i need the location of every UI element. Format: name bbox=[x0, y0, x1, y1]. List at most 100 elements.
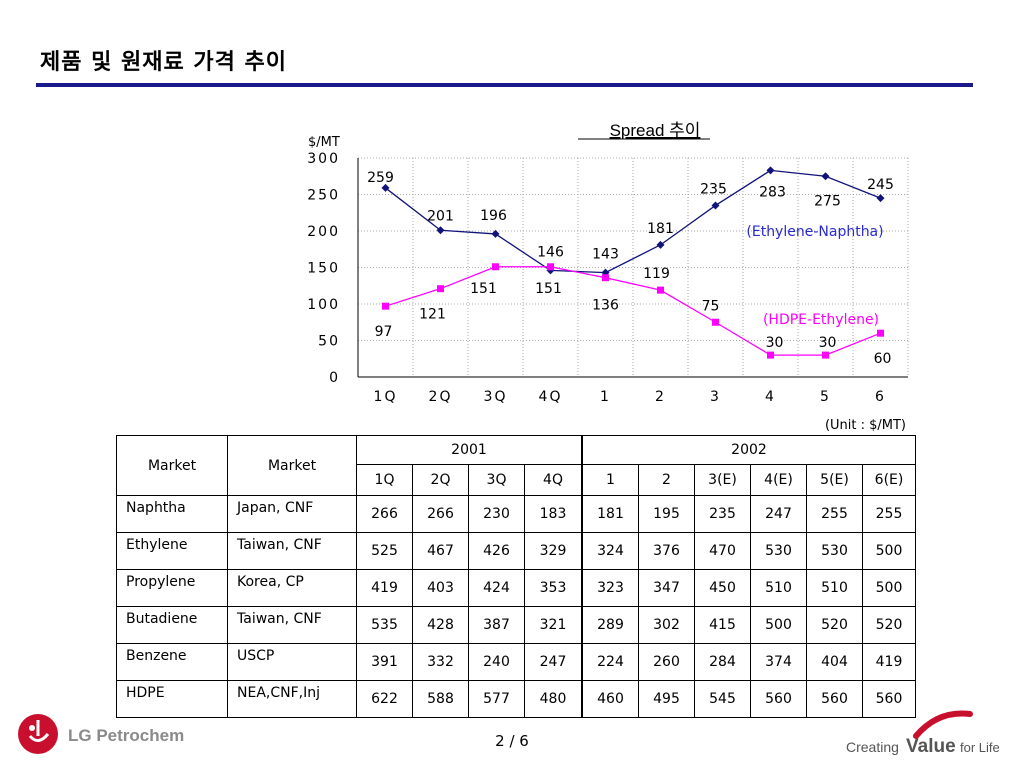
page-number: 2 / 6 bbox=[495, 732, 529, 750]
value-cell: 460 bbox=[581, 680, 639, 718]
value-cell: 255 bbox=[806, 495, 863, 533]
data-point-marker bbox=[876, 194, 885, 203]
product-cell: Ethylene bbox=[116, 532, 228, 570]
value-cell: 560 bbox=[862, 680, 916, 718]
chart-title: Spread 추이 bbox=[610, 121, 701, 140]
value-cell: 240 bbox=[468, 643, 525, 681]
market-cell: Japan, CNF bbox=[227, 495, 357, 533]
spread-chart: Spread 추이 $/MT 0 50 100 150 200 250 300 1Q 2Q 3Q 4Q 1… bbox=[307, 121, 909, 433]
value-cell: 500 bbox=[862, 532, 916, 570]
table-row: Propylene Korea, CP 419 403 424 353 323 347 450 5… bbox=[116, 569, 916, 607]
y-tick-label: 300 bbox=[307, 151, 340, 167]
x-tick-label: 1Q bbox=[374, 389, 398, 405]
header-market-1: Market bbox=[116, 435, 228, 496]
table-row: Ethylene Taiwan, CNF 525 467 426 329 324 376 470… bbox=[116, 532, 916, 570]
market-cell: NEA,CNF,Inj bbox=[227, 680, 357, 718]
value-cell: 500 bbox=[750, 606, 807, 644]
data-label: 30 bbox=[819, 335, 837, 351]
data-label: 196 bbox=[480, 208, 507, 224]
table-row: Butadiene Taiwan, CNF 535 428 387 321 289 302 41… bbox=[116, 606, 916, 644]
value-cell: 332 bbox=[412, 643, 469, 681]
value-cell: 284 bbox=[694, 643, 751, 681]
price-table: Market Market 2001 2002 1Q 2Q 3Q 4Q 1 2 3(E) 4(… bbox=[116, 435, 916, 718]
data-point-marker bbox=[657, 286, 664, 294]
value-cell: 450 bbox=[694, 569, 751, 607]
value-cell: 500 bbox=[862, 569, 916, 607]
x-tick-label: 4 bbox=[765, 389, 776, 405]
period-header: 4(E) bbox=[750, 464, 807, 496]
data-label: 146 bbox=[537, 244, 564, 260]
value-cell: 374 bbox=[750, 643, 807, 681]
data-label: 136 bbox=[592, 298, 619, 314]
title-rule bbox=[36, 83, 973, 87]
data-label: 30 bbox=[766, 335, 784, 351]
data-point-marker bbox=[436, 226, 445, 235]
market-cell: USCP bbox=[227, 643, 357, 681]
data-label: 259 bbox=[367, 170, 394, 186]
x-tick-label: 1 bbox=[600, 389, 611, 405]
value-cell: 321 bbox=[524, 606, 583, 644]
data-point-marker bbox=[712, 318, 719, 326]
series-line bbox=[385, 169, 881, 274]
data-label: 151 bbox=[470, 281, 497, 297]
data-point-marker bbox=[877, 329, 884, 337]
logo-forlife-text: for Life bbox=[960, 740, 1000, 755]
data-label: 143 bbox=[592, 247, 619, 263]
value-cell: 353 bbox=[524, 569, 583, 607]
table-row: Naphtha Japan, CNF 266 266 230 183 181 195 235 24… bbox=[116, 495, 916, 533]
y-tick-label: 250 bbox=[307, 188, 340, 204]
data-label: 245 bbox=[867, 177, 894, 193]
series-label-ethylene-naphtha: (Ethylene-Naphtha) bbox=[746, 224, 883, 240]
value-cell: 302 bbox=[638, 606, 695, 644]
header-market-2: Market bbox=[227, 435, 357, 496]
x-tick-label: 5 bbox=[820, 389, 831, 405]
value-cell: 183 bbox=[524, 495, 583, 533]
table-row: Benzene USCP 391 332 240 247 224 260 284 374 404 41… bbox=[116, 643, 916, 681]
data-label: 181 bbox=[647, 221, 674, 237]
value-cell: 520 bbox=[806, 606, 863, 644]
value-cell: 260 bbox=[638, 643, 695, 681]
data-label: 75 bbox=[702, 298, 720, 314]
value-cell: 404 bbox=[806, 643, 863, 681]
value-cell: 535 bbox=[356, 606, 413, 644]
data-point-marker bbox=[711, 201, 720, 210]
value-cell: 622 bbox=[356, 680, 413, 718]
period-header: 6(E) bbox=[862, 464, 916, 496]
value-cell: 560 bbox=[806, 680, 863, 718]
value-cell: 577 bbox=[468, 680, 525, 718]
value-cell: 224 bbox=[581, 643, 639, 681]
value-cell: 387 bbox=[468, 606, 525, 644]
product-cell: Benzene bbox=[116, 643, 228, 681]
data-point-marker bbox=[656, 240, 665, 249]
logo-value-text: Value bbox=[906, 736, 956, 757]
data-label: 235 bbox=[700, 181, 727, 197]
x-tick-label: 2Q bbox=[429, 389, 453, 405]
data-point-marker bbox=[382, 302, 389, 310]
value-cell: 247 bbox=[524, 643, 583, 681]
logo-creating-text: Creating bbox=[846, 739, 899, 755]
value-cell: 376 bbox=[638, 532, 695, 570]
data-point-marker bbox=[437, 285, 444, 293]
data-point-marker bbox=[547, 263, 554, 271]
value-cell: 403 bbox=[412, 569, 469, 607]
data-label: 283 bbox=[759, 184, 786, 200]
data-point-marker bbox=[602, 274, 609, 282]
value-cell: 426 bbox=[468, 532, 525, 570]
period-header: 5(E) bbox=[806, 464, 863, 496]
value-cell: 525 bbox=[356, 532, 413, 570]
x-tick-label: 3 bbox=[710, 389, 721, 405]
data-label: 275 bbox=[814, 193, 841, 209]
market-cell: Korea, CP bbox=[227, 569, 357, 607]
y-axis-label: $/MT bbox=[308, 135, 340, 150]
value-cell: 266 bbox=[412, 495, 469, 533]
page-title: 제품 및 원재료 가격 추이 bbox=[40, 50, 288, 75]
value-cell: 470 bbox=[694, 532, 751, 570]
value-cell: 480 bbox=[524, 680, 583, 718]
header-year-2002: 2002 bbox=[581, 435, 916, 465]
value-cell: 266 bbox=[356, 495, 413, 533]
product-cell: Naphtha bbox=[116, 495, 228, 533]
period-header: 2 bbox=[638, 464, 695, 496]
period-header: 3Q bbox=[468, 464, 525, 496]
value-cell: 545 bbox=[694, 680, 751, 718]
product-cell: Butadiene bbox=[116, 606, 228, 644]
